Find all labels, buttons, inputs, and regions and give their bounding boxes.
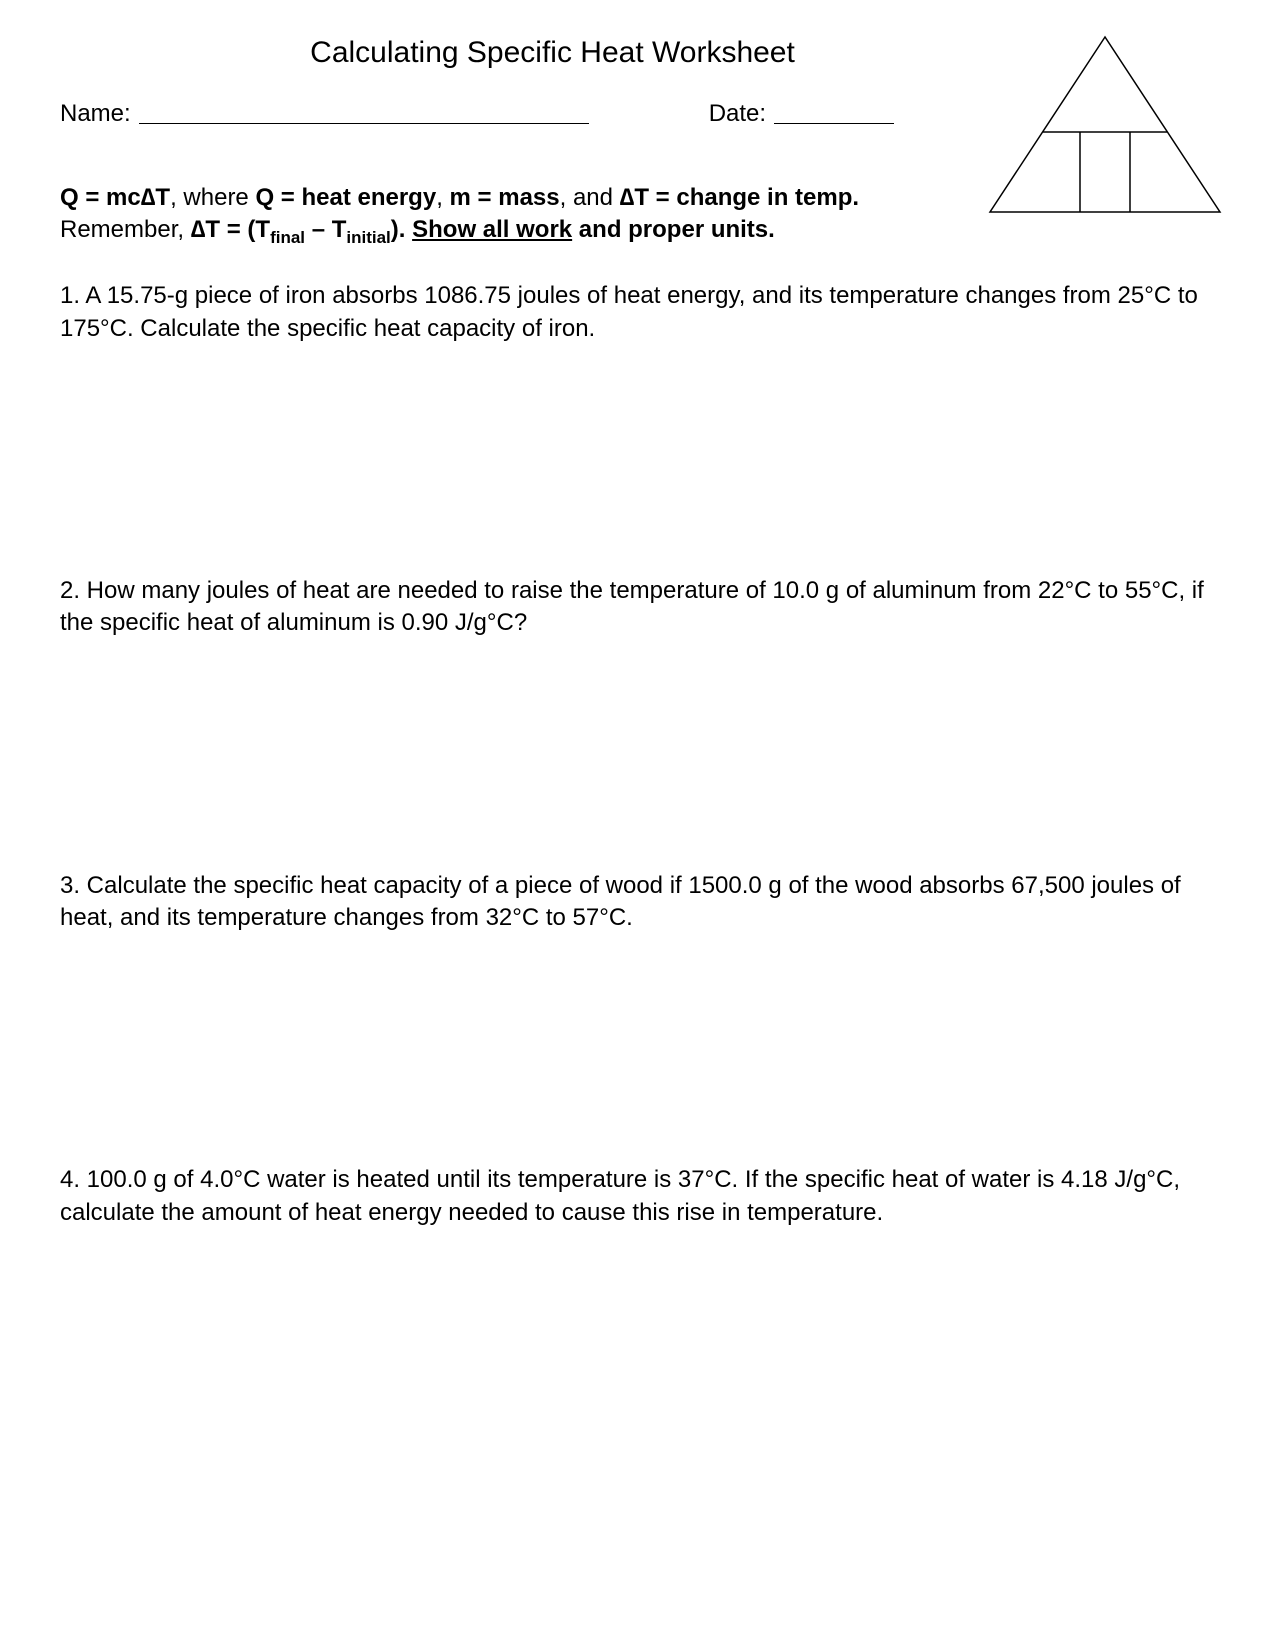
name-input-line[interactable] bbox=[139, 100, 589, 124]
formula-equation: Q = mc∆T bbox=[60, 184, 170, 211]
question-2: 2. How many joules of heat are needed to… bbox=[60, 575, 1215, 640]
formula-triangle-diagram bbox=[985, 32, 1225, 217]
question-3: 3. Calculate the specific heat capacity … bbox=[60, 870, 1215, 935]
question-4: 4. 100.0 g of 4.0°C water is heated unti… bbox=[60, 1164, 1215, 1229]
formula-instructions: Q = mc∆T, where Q = heat energy, m = mas… bbox=[60, 182, 880, 250]
date-input-line[interactable] bbox=[774, 100, 894, 124]
question-1: 1. A 15.75-g piece of iron absorbs 1086.… bbox=[60, 280, 1215, 345]
name-label: Name: bbox=[60, 100, 131, 128]
date-label: Date: bbox=[709, 100, 766, 128]
